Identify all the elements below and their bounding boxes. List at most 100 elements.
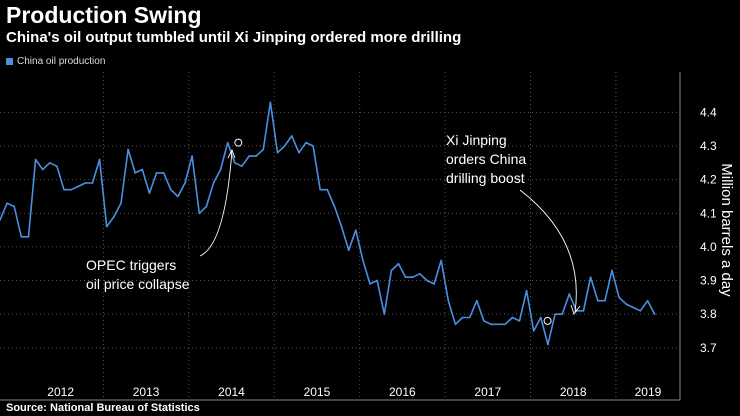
data-point [70,188,72,191]
data-point [120,202,122,204]
data-point [347,249,350,252]
annotation-marker [234,138,243,147]
data-point [0,219,1,221]
data-point [148,192,151,194]
data-point [255,155,257,157]
data-point [98,158,101,161]
data-point [447,299,450,302]
chart-subtitle: China's oil output tumbled until Xi Jinp… [6,29,462,46]
data-point [162,172,165,174]
chart-title: Production Swing [6,2,202,28]
data-point [355,229,357,231]
data-point [212,182,215,184]
legend: China oil production [6,56,105,67]
data-point [184,182,186,184]
data-point [383,313,386,315]
y-tick-label: 4.1 [700,206,717,220]
data-point [56,165,58,167]
data-point [91,182,94,184]
data-point [540,316,542,319]
x-tick-label: 2016 [389,385,416,399]
data-point [6,202,8,204]
legend-label: China oil production [17,56,106,67]
data-point [305,141,307,144]
data-point [283,145,286,147]
series-line [0,101,656,346]
data-point [596,299,599,302]
annotation-arrowhead [570,304,581,315]
data-point [582,310,585,312]
data-point [191,155,193,157]
y-tick-label: 4.0 [700,240,717,254]
data-point [326,188,329,191]
data-point [340,225,343,228]
x-tick-label: 2019 [635,385,662,399]
annotation-arrow [519,189,577,313]
data-point [653,313,656,315]
y-tick-label: 4.2 [700,173,717,187]
data-point [241,165,243,167]
x-tick-label: 2017 [474,385,501,399]
data-point [177,195,179,198]
data-point [333,205,336,208]
data-point [483,320,485,322]
annotation-text: OPEC triggers [86,257,176,273]
data-point [269,101,272,104]
data-point [604,299,606,302]
data-point [625,303,628,305]
data-point [13,205,16,208]
data-point [77,185,80,188]
data-point [134,172,137,174]
annotation-arrow [199,149,233,257]
data-point [205,205,208,208]
data-point [226,141,229,144]
data-point [248,155,250,157]
data-point [390,269,393,272]
data-point [362,259,364,262]
data-point [276,151,279,154]
x-tick-label: 2012 [47,385,74,399]
data-point [155,172,158,174]
data-point [611,269,613,272]
y-tick-label: 3.7 [700,341,717,355]
data-point [198,212,201,215]
data-point [298,151,300,154]
data-point [219,168,222,171]
x-tick-label: 2015 [304,385,331,399]
x-tick-label: 2013 [133,385,160,399]
data-point [369,283,371,285]
y-tick-label: 4.3 [700,139,717,153]
data-point [49,162,51,164]
data-point [475,299,478,302]
data-point [84,182,87,184]
data-point [561,313,563,315]
data-point [411,276,414,278]
data-point [113,215,115,218]
data-point [262,148,265,151]
y-axis-title: Million barrels a day [718,163,735,297]
data-point [141,168,144,171]
data-point [234,162,236,164]
data-point [34,158,37,161]
data-point [290,135,293,137]
data-point [532,330,535,332]
annotation-text: drilling boost [446,170,525,186]
data-point [504,323,507,326]
data-point [27,236,30,238]
data-point [397,262,400,265]
data-point [419,273,421,275]
data-point [169,188,172,191]
data-point [511,316,514,319]
data-point [468,316,471,319]
data-point [461,316,464,319]
data-point [646,299,649,302]
data-point [547,343,549,346]
data-point [490,323,492,326]
data-point [497,323,499,326]
y-tick-label: 4.4 [700,105,717,119]
source-note: Source: National Bureau of Statistics [6,402,200,414]
x-tick-label: 2014 [218,385,245,399]
data-point [632,306,635,309]
data-point [404,276,407,278]
